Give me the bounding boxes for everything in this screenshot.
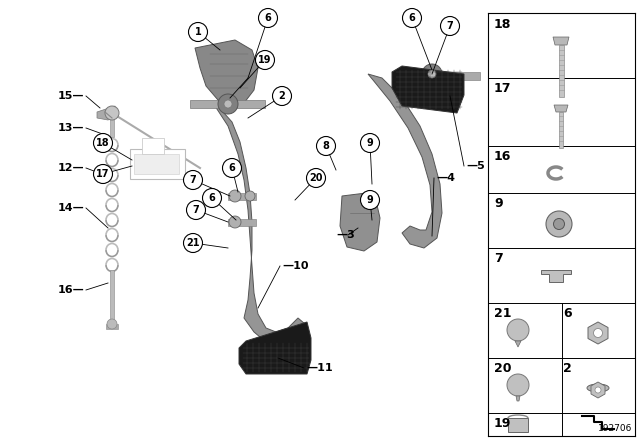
Circle shape xyxy=(245,191,255,201)
Text: 21: 21 xyxy=(494,307,511,320)
Text: 9: 9 xyxy=(494,197,502,210)
Text: 7: 7 xyxy=(494,252,503,265)
Text: —3: —3 xyxy=(336,230,355,240)
Bar xyxy=(106,324,118,329)
Bar xyxy=(559,45,563,97)
Circle shape xyxy=(403,9,422,27)
Bar xyxy=(110,270,114,322)
Text: 9: 9 xyxy=(367,195,373,205)
Text: 8: 8 xyxy=(323,141,330,151)
Polygon shape xyxy=(541,270,571,282)
Circle shape xyxy=(229,216,241,228)
Text: 20: 20 xyxy=(309,173,323,183)
Polygon shape xyxy=(516,396,520,401)
Text: 6: 6 xyxy=(264,13,271,23)
Text: 6: 6 xyxy=(209,193,216,203)
Text: 1: 1 xyxy=(195,27,202,37)
Circle shape xyxy=(507,319,529,341)
Circle shape xyxy=(202,189,221,207)
Bar xyxy=(559,112,563,148)
Circle shape xyxy=(93,134,113,152)
Circle shape xyxy=(360,134,380,152)
Circle shape xyxy=(229,190,241,202)
Circle shape xyxy=(317,137,335,155)
Circle shape xyxy=(307,168,326,188)
Text: 19: 19 xyxy=(494,417,511,430)
Text: 14—: 14— xyxy=(57,203,84,213)
Circle shape xyxy=(422,64,442,84)
Text: 6: 6 xyxy=(563,307,572,320)
Circle shape xyxy=(507,374,529,396)
Text: 17: 17 xyxy=(494,82,511,95)
Circle shape xyxy=(554,219,564,229)
Text: —10: —10 xyxy=(282,261,308,271)
Text: 6: 6 xyxy=(408,13,415,23)
Circle shape xyxy=(546,211,572,237)
Text: 9: 9 xyxy=(367,138,373,148)
Circle shape xyxy=(595,387,601,393)
Bar xyxy=(190,100,265,108)
Polygon shape xyxy=(340,192,380,251)
Text: 18: 18 xyxy=(96,138,110,148)
Text: —5: —5 xyxy=(466,161,484,171)
Circle shape xyxy=(105,106,119,120)
Text: —11: —11 xyxy=(306,363,333,373)
Circle shape xyxy=(189,22,207,42)
Text: 7: 7 xyxy=(447,21,453,31)
Text: 13—: 13— xyxy=(58,123,84,133)
Text: 15—: 15— xyxy=(58,91,84,101)
Bar xyxy=(508,418,528,432)
Text: 12—: 12— xyxy=(58,163,84,173)
Circle shape xyxy=(184,233,202,253)
Polygon shape xyxy=(591,382,605,398)
Circle shape xyxy=(93,164,113,184)
Bar xyxy=(142,138,164,154)
Circle shape xyxy=(186,201,205,220)
Polygon shape xyxy=(554,105,568,112)
Text: 20: 20 xyxy=(494,362,511,375)
Circle shape xyxy=(440,17,460,35)
Circle shape xyxy=(360,190,380,210)
Bar xyxy=(130,149,185,179)
Text: 17: 17 xyxy=(96,169,109,179)
Polygon shape xyxy=(392,66,464,113)
Text: 7: 7 xyxy=(189,175,196,185)
Circle shape xyxy=(218,94,238,114)
Circle shape xyxy=(259,9,278,27)
Bar xyxy=(228,219,256,226)
Polygon shape xyxy=(195,40,258,106)
Polygon shape xyxy=(368,74,442,248)
Text: 16: 16 xyxy=(494,150,511,163)
Text: 18: 18 xyxy=(494,18,511,31)
Circle shape xyxy=(255,51,275,69)
Polygon shape xyxy=(202,104,305,346)
Bar xyxy=(110,117,114,137)
Circle shape xyxy=(428,70,436,78)
Circle shape xyxy=(107,319,117,329)
Polygon shape xyxy=(553,37,569,45)
Text: 6: 6 xyxy=(228,163,236,173)
Text: 2: 2 xyxy=(278,91,285,101)
Polygon shape xyxy=(97,106,118,120)
Circle shape xyxy=(273,86,291,105)
Bar xyxy=(420,72,480,80)
Bar xyxy=(228,193,256,200)
Circle shape xyxy=(593,328,602,337)
Bar xyxy=(134,154,179,174)
Text: 7: 7 xyxy=(193,205,200,215)
Ellipse shape xyxy=(587,384,609,392)
Polygon shape xyxy=(588,322,608,344)
Polygon shape xyxy=(515,341,521,347)
Text: 19: 19 xyxy=(259,55,272,65)
Text: —4: —4 xyxy=(436,173,455,183)
Text: 192706: 192706 xyxy=(598,424,632,433)
Circle shape xyxy=(223,159,241,177)
Polygon shape xyxy=(239,322,311,374)
Circle shape xyxy=(224,100,232,108)
Text: 2: 2 xyxy=(563,362,572,375)
Circle shape xyxy=(184,171,202,190)
Text: 16—: 16— xyxy=(57,285,84,295)
Text: 21: 21 xyxy=(186,238,200,248)
